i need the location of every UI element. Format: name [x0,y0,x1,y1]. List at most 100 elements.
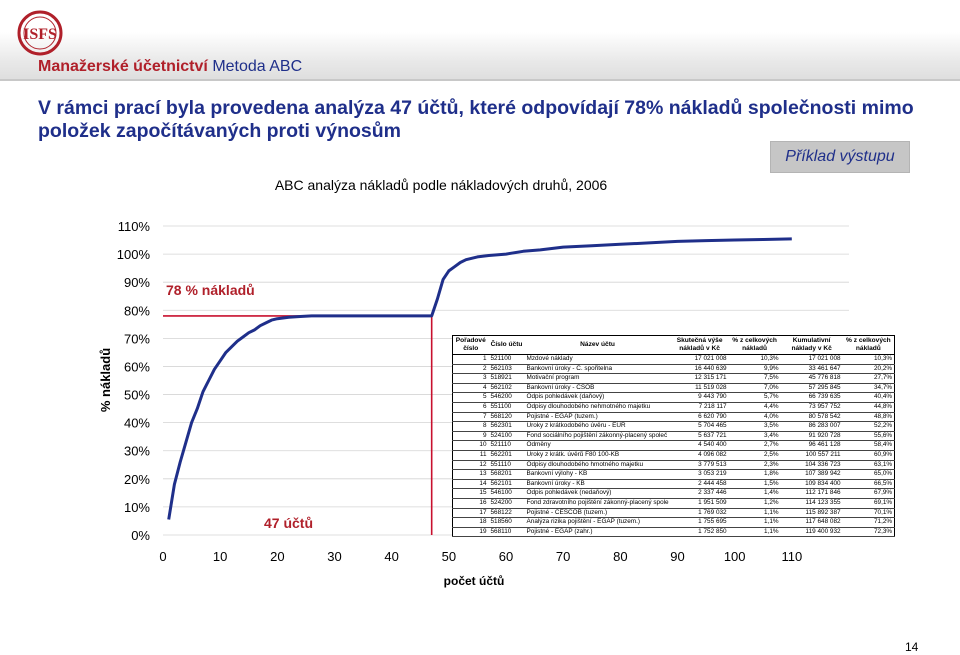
y-tick-label: 10% [124,500,150,515]
table-cell-account-number: 562201 [488,450,525,461]
table-cell-cost-share: 2,3% [728,460,781,471]
table-cell-cost-share: 4,4% [728,402,781,413]
table-cell-account-name: Odpisy dlouhodobého hmotného majetku [524,460,671,471]
table-cell-account-number: 518921 [488,373,525,384]
x-tick-label: 100 [724,549,746,564]
table-cell-actual-costs: 9 443 790 [670,392,729,403]
table-row: 18 518560 Analýza rizika pojištění - EGAP … [452,517,896,528]
table-cell-cost-share: 1,5% [728,479,781,490]
table-cell-account-number: 562103 [488,364,525,375]
y-axis-label: % nákladů [98,348,113,412]
table-cell-cumulative-share: 60,9% [842,450,896,461]
table-cell-actual-costs: 11 519 028 [670,383,729,394]
table-cell-cost-share: 7,5% [728,373,781,384]
table-cell-cumulative-costs: 96 461 128 [780,440,843,451]
table-cell-cumulative-costs: 66 739 635 [780,392,843,403]
table-cell-account-name: Odpisy dlouhodobého nehmotného majetku [524,402,671,413]
table-row: 11 562201 Úroky z krátk. úvěrů F80 100-KB 4… [452,450,896,461]
table-cell-cumulative-costs: 104 336 723 [780,460,843,471]
table-cell-rank: 1 [452,354,489,365]
table-cell-account-name: Bankovní úroky - Č. spořitelna [524,364,671,375]
table-cell-cost-share: 3,4% [728,431,781,442]
table-cell-rank: 18 [452,517,489,528]
page-number: 14 [905,640,919,654]
table-row: 15 546100 Odpis pohledávek (nedaňový) 2 337… [452,488,896,499]
x-tick-label: 110 [781,549,802,564]
annotation-78-percent: 78 % nákladů [166,282,255,298]
y-tick-label: 110% [118,219,151,234]
table-cell-account-number: 568110 [488,527,525,538]
table-row: 1 521100 Mzdové náklady 17 021 008 10,3% 17 0… [452,354,896,365]
table-cell-cumulative-share: 52,2% [842,421,896,432]
table-cell-cumulative-costs: 80 578 542 [780,412,843,423]
table-cell-rank: 12 [452,460,489,471]
table-cell-cost-share: 7,0% [728,383,781,394]
table-cell-actual-costs: 6 620 790 [670,412,729,423]
x-axis-label: počet účtů [444,574,505,588]
table-row: 4 562102 Bankovní úroky - ČSOB 11 519 028 7,… [452,383,896,394]
table-cell-rank: 10 [452,440,489,451]
table-cell-account-number: 546200 [488,392,525,403]
table-cell-cumulative-costs: 73 957 752 [780,402,843,413]
table-cell-cost-share: 10,3% [728,354,781,365]
table-cell-rank: 7 [452,412,489,423]
table-cell-account-number: 551110 [488,460,525,471]
table-cell-actual-costs: 1 752 850 [670,527,729,538]
y-tick-label: 70% [124,331,150,346]
table-cell-cumulative-share: 67,9% [842,488,896,499]
x-tick-label: 80 [613,549,627,564]
table-cell-cumulative-costs: 114 123 355 [780,498,843,509]
table-cell-actual-costs: 3 779 513 [670,460,729,471]
table-cell-cost-share: 5,7% [728,392,781,403]
table-cell-cost-share: 1,4% [728,488,781,499]
table-cell-cumulative-share: 70,1% [842,508,896,519]
table-cell-cumulative-share: 55,6% [842,431,896,442]
table-cell-account-name: Fond zdravotního pojištění zákonný-place… [524,498,671,509]
table-cell-actual-costs: 7 218 117 [670,402,729,413]
table-cell-cumulative-costs: 33 461 647 [780,364,843,375]
table-header-account-name: Název účtu [524,335,671,355]
table-row: 10 521110 Odměny 4 540 400 2,7% 96 461 128 58,… [452,440,896,451]
y-tick-label: 20% [124,472,150,487]
table-cell-account-name: Bankovní úroky - ČSOB [524,383,671,394]
table-cell-cumulative-share: 65,0% [842,469,896,480]
table-cell-account-name: Bankovní výlohy - KB [524,469,671,480]
table-cell-cumulative-share: 10,3% [842,354,896,365]
table-cell-cumulative-share: 48,8% [842,412,896,423]
logo-text: ISFS [23,26,57,43]
table-cell-cumulative-costs: 119 400 932 [780,527,843,538]
x-tick-label: 70 [556,549,570,564]
table-row: 19 568110 Pojistné - EGAP (zahr.) 1 752 850… [452,527,896,538]
table-cell-rank: 11 [452,450,489,461]
table-cell-cumulative-costs: 100 557 211 [780,450,843,461]
table-cell-rank: 5 [452,392,489,403]
table-cell-actual-costs: 3 053 219 [670,469,729,480]
header-title-sub: Metoda ABC [212,58,303,75]
table-cell-account-number: 546100 [488,488,525,499]
table-cell-cost-share: 9,9% [728,364,781,375]
table-cell-cumulative-costs: 17 021 008 [780,354,843,365]
table-cell-account-name: Fond sociálního pojištění zákonný-placen… [524,431,671,442]
table-row: 7 568120 Pojistné - EGAP (tuzem.) 6 620 790… [452,412,896,423]
table-cell-cost-share: 3,5% [728,421,781,432]
x-tick-label: 30 [327,549,341,564]
table-cell-account-name: Odměny [524,440,671,451]
table-header-row: Pořadové číslo Číslo účtu Název účtu Sku… [452,335,896,355]
table-cell-cumulative-share: 40,4% [842,392,896,403]
table-cell-rank: 8 [452,421,489,432]
table-cell-actual-costs: 5 637 721 [670,431,729,442]
table-cell-actual-costs: 2 444 458 [670,479,729,490]
x-tick-label: 60 [499,549,513,564]
table-row: 8 562301 Úroky z krátkodobého úvěru - EUR 5… [452,421,896,432]
table-cell-account-number: 524200 [488,498,525,509]
table-header-actual-costs: Skutečná výše nákladů v Kč [670,335,729,355]
table-cell-account-name: Mzdové náklady [524,354,671,365]
table-cell-cumulative-costs: 57 295 845 [780,383,843,394]
table-row: 9 524100 Fond sociálního pojištění zákonný… [452,431,896,442]
table-cell-cost-share: 1,1% [728,517,781,528]
table-cell-cumulative-share: 27,7% [842,373,896,384]
table-cell-account-number: 521100 [488,354,525,365]
x-tick-label: 10 [213,549,227,564]
table-cell-account-name: Odpis pohledávek (daňový) [524,392,671,403]
series-layer [167,237,792,520]
